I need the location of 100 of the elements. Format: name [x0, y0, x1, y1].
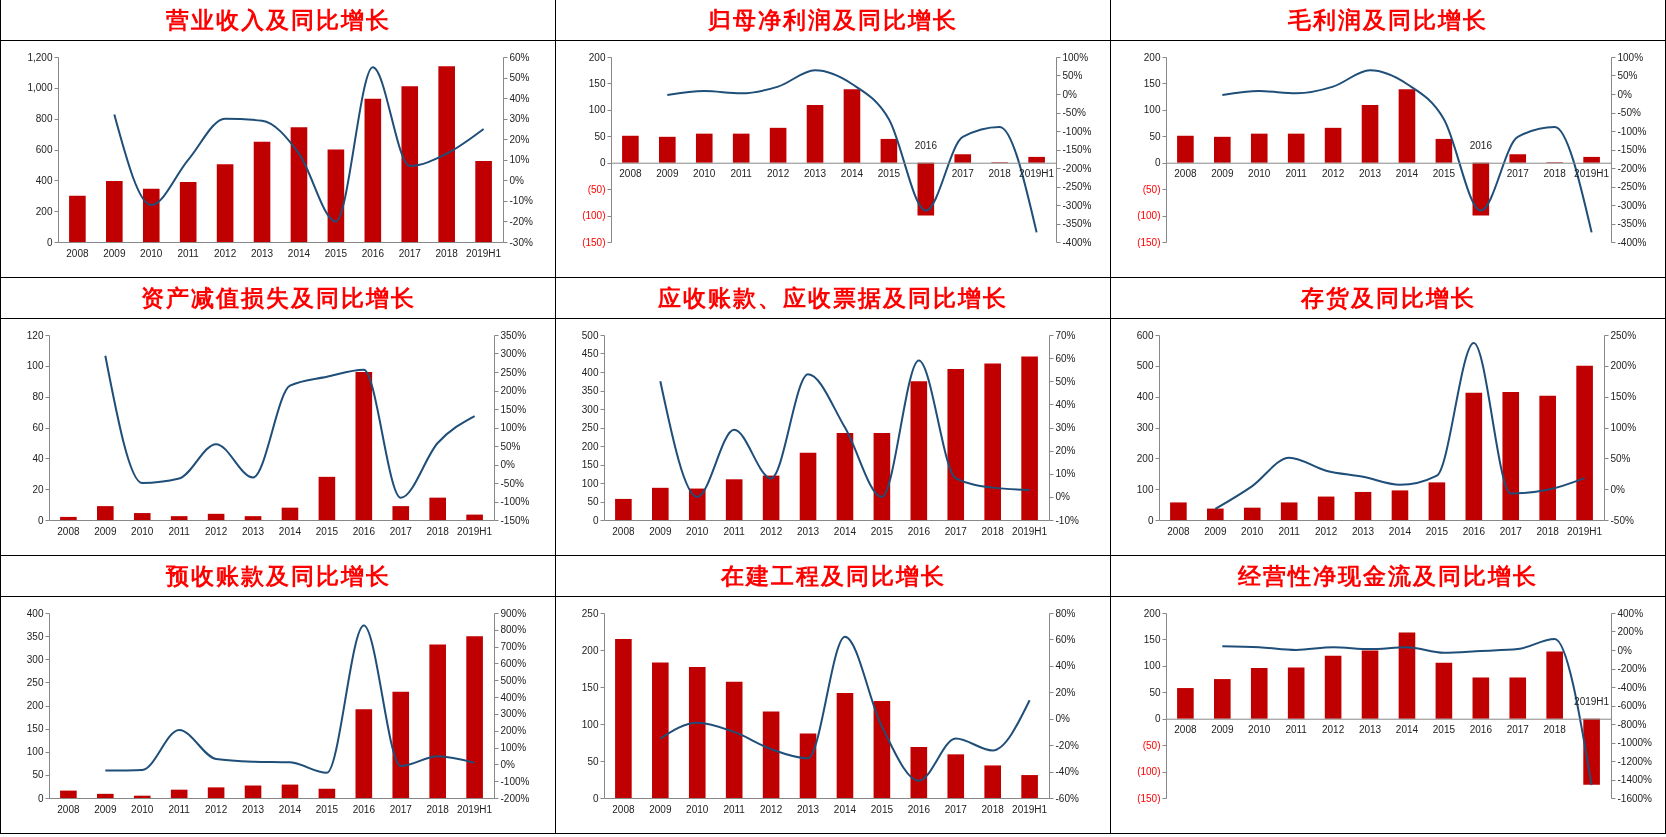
y2-tick-label: 50% — [1610, 452, 1631, 464]
x-tick-label: 2008 — [1174, 724, 1197, 736]
x-tick-label: 2012 — [204, 525, 228, 537]
x-tick-label: 2009 — [103, 247, 126, 259]
y-tick-label: 350 — [26, 630, 44, 642]
y-tick-label: 200 — [581, 644, 599, 656]
y-tick-label: 1,000 — [27, 82, 53, 94]
x-tick-label: 2008 — [66, 247, 89, 259]
x-tick-label: 2017 — [1506, 168, 1530, 180]
y-tick-label: 400 — [26, 607, 44, 619]
y2-tick-label: -50% — [1617, 107, 1641, 118]
y2-tick-label: 70% — [1055, 329, 1076, 341]
x-tick-label: 2016 — [1469, 140, 1493, 152]
y2-tick-label: 200% — [500, 385, 527, 396]
x-tick-label: 2018 — [1536, 525, 1560, 537]
y2-tick-label: -10% — [1055, 514, 1079, 526]
y-tick-label: 100 — [1136, 483, 1154, 495]
chart-title: 预收账款及同比增长 — [1, 556, 555, 597]
x-tick-label: 2015 — [1425, 525, 1449, 537]
x-tick-label: 2013 — [1358, 168, 1382, 180]
y-tick-label: 200 — [35, 205, 53, 217]
x-tick-label: 2014 — [840, 168, 864, 180]
y2-tick-label: -1600% — [1617, 792, 1653, 804]
y2-tick-label: -300% — [1062, 199, 1092, 211]
x-tick-label: 2009 — [94, 525, 117, 537]
x-tick-label: 2010 — [1241, 525, 1264, 537]
x-tick-label: 2018 — [981, 525, 1005, 537]
y2-tick-label: 100% — [1062, 51, 1089, 63]
y2-tick-label: 30% — [509, 113, 530, 125]
x-tick-label: 2009 — [649, 803, 672, 815]
x-tick-label: 2015 — [870, 525, 894, 537]
y-tick-label: 100 — [588, 104, 606, 116]
x-tick-label: 2018 — [426, 803, 450, 815]
y2-tick-label: -300% — [1617, 199, 1647, 211]
y2-tick-label: 0% — [1617, 644, 1633, 656]
x-tick-label: 2018 — [435, 247, 459, 259]
x-tick-label: 2012 — [1314, 525, 1338, 537]
x-tick-label: 2010 — [693, 168, 716, 180]
x-tick-label: 2010 — [1248, 724, 1271, 736]
y2-tick-label: -20% — [1055, 739, 1079, 751]
y-tick-label: 50 — [594, 130, 606, 142]
x-tick-label: 2016 — [907, 803, 931, 815]
y-tick-label: 50 — [1149, 130, 1161, 142]
x-tick-label: 2012 — [1321, 168, 1345, 180]
y-tick-label: 100 — [581, 477, 599, 489]
y-tick-label: 50 — [1149, 686, 1161, 698]
y-tick-label: 0 — [592, 792, 599, 804]
y-tick-label: (100) — [1137, 766, 1161, 778]
y-tick-label: 100 — [26, 746, 44, 758]
y-tick-label: (100) — [1137, 210, 1161, 222]
y-tick-label: 200 — [1143, 51, 1161, 63]
y-tick-label: 200 — [26, 700, 44, 711]
y2-tick-label: 100% — [500, 742, 527, 754]
x-tick-label: 2011 — [168, 803, 191, 815]
y2-tick-label: 200% — [1617, 626, 1644, 637]
x-tick-label: 2013 — [796, 803, 820, 815]
x-tick-label: 2013 — [241, 525, 265, 537]
x-tick-label: 2017 — [1506, 724, 1530, 736]
y2-tick-label: -350% — [1062, 218, 1092, 229]
y2-tick-label: 200% — [1610, 360, 1637, 372]
y-tick-label: 0 — [1154, 713, 1161, 725]
x-tick-label: 2014 — [833, 525, 857, 537]
y-tick-label: (50) — [1142, 739, 1161, 751]
y2-tick-label: -60% — [1055, 792, 1079, 804]
y2-tick-label: 400% — [1617, 607, 1644, 619]
y2-tick-label: 800% — [500, 624, 527, 636]
y2-tick-label: -50% — [500, 477, 524, 489]
y2-tick-label: -100% — [1617, 125, 1647, 137]
y-tick-label: 0 — [599, 157, 606, 169]
y2-tick-label: 40% — [509, 92, 530, 104]
x-tick-label: 2012 — [204, 803, 228, 815]
y-tick-label: 40 — [32, 452, 44, 464]
x-tick-label: 2009 — [649, 525, 672, 537]
x-tick-label: 2016 — [1462, 525, 1486, 537]
chart-title: 在建工程及同比增长 — [556, 556, 1110, 597]
y-tick-label: 150 — [581, 681, 599, 693]
x-tick-label: 2010 — [140, 247, 163, 259]
y-tick-label: 80 — [32, 391, 44, 403]
x-tick-label: 2009 — [94, 803, 117, 815]
x-tick-label: 2008 — [1167, 525, 1190, 537]
x-tick-label: 2015 — [315, 525, 339, 537]
y-tick-label: 100 — [581, 718, 599, 730]
y2-tick-label: 400% — [500, 691, 527, 703]
y-tick-label: 400 — [35, 174, 53, 186]
x-tick-label: 2016 — [352, 803, 376, 815]
x-tick-label: 2017 — [1499, 525, 1523, 537]
x-tick-label: 2017 — [944, 525, 968, 537]
y-tick-label: 150 — [26, 723, 44, 735]
chart-title: 应收账款、应收票据及同比增长 — [556, 278, 1110, 319]
y-tick-label: 600 — [35, 144, 53, 155]
y-tick-label: 150 — [1143, 633, 1161, 645]
y2-tick-label: 10% — [1055, 468, 1076, 480]
y-tick-label: 150 — [588, 77, 606, 89]
y2-tick-label: -250% — [1617, 181, 1647, 192]
y2-tick-label: 250% — [500, 366, 527, 378]
y2-tick-label: 250% — [1610, 329, 1637, 341]
y2-tick-label: 0% — [1055, 491, 1071, 503]
x-tick-label: 2014 — [1388, 525, 1412, 537]
y-tick-label: 400 — [1136, 391, 1154, 403]
x-tick-label: 2017 — [951, 168, 975, 180]
